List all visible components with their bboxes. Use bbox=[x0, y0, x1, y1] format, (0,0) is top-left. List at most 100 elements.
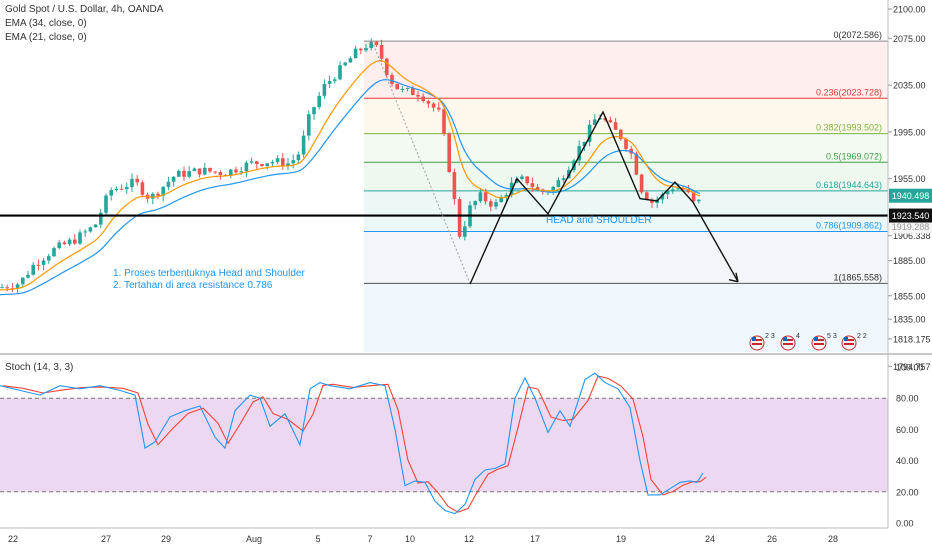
symbol-title: Gold Spot / U.S. Dollar, 4h, OANDA bbox=[5, 4, 164, 15]
x-tick-label: 7 bbox=[367, 534, 372, 544]
candle-body bbox=[218, 172, 223, 175]
candle-body bbox=[364, 48, 368, 51]
y-tick-label: 1906.338 bbox=[893, 231, 931, 241]
candle-body bbox=[234, 169, 238, 173]
candle-body bbox=[166, 181, 171, 187]
candle-body bbox=[619, 129, 623, 139]
candle-body bbox=[395, 83, 399, 90]
stoch-d-line bbox=[2, 375, 707, 513]
candle-body bbox=[270, 162, 275, 164]
event-flag[interactable]: 2 2 bbox=[841, 333, 867, 351]
ema34-legend[interactable]: EMA (34, close, 0) bbox=[5, 18, 87, 29]
head-and-shoulders-path[interactable] bbox=[469, 110, 739, 285]
candle-body bbox=[577, 146, 581, 161]
flag-canton bbox=[783, 337, 787, 341]
stoch-k-line bbox=[0, 372, 704, 515]
candle-body bbox=[437, 107, 441, 110]
candle-body bbox=[608, 120, 613, 123]
x-tick-label: Aug bbox=[246, 534, 262, 544]
candle-body bbox=[260, 164, 264, 167]
candle-body bbox=[421, 96, 425, 102]
flag-stripe bbox=[752, 339, 762, 341]
candle-body bbox=[135, 178, 139, 183]
candle-body bbox=[489, 201, 493, 207]
candle-body bbox=[62, 242, 67, 245]
candle-body bbox=[177, 170, 181, 177]
flag-stripe bbox=[814, 343, 824, 345]
candle-body bbox=[140, 182, 145, 195]
candle-body bbox=[686, 188, 691, 193]
x-tick-label: 17 bbox=[530, 534, 540, 544]
candle-body bbox=[57, 242, 61, 249]
stoch-band bbox=[0, 398, 888, 492]
ema21-legend[interactable]: EMA (21, close, 0) bbox=[5, 32, 87, 43]
candle-body bbox=[603, 118, 607, 121]
support-price-label-bg bbox=[889, 208, 932, 223]
candle-body bbox=[317, 95, 321, 108]
event-flag[interactable]: 5 3 bbox=[811, 333, 837, 351]
flag-canton bbox=[752, 337, 756, 341]
fib-level-label: 0.786(1909.862) bbox=[816, 221, 882, 231]
event-flag[interactable]: 2 3 bbox=[749, 333, 775, 351]
candle-body bbox=[691, 192, 696, 202]
support-price-label: 1923.540 bbox=[892, 211, 930, 221]
candle-body bbox=[697, 199, 701, 202]
x-tick-label: 5 bbox=[315, 534, 320, 544]
candle-body bbox=[561, 178, 566, 181]
candle-body bbox=[130, 178, 134, 188]
candle-body bbox=[411, 88, 415, 96]
candle-body bbox=[119, 188, 124, 190]
event-flag[interactable]: 4 bbox=[780, 333, 800, 351]
event-count: 2 2 bbox=[857, 333, 867, 340]
candle-body bbox=[114, 188, 119, 191]
candle-body bbox=[624, 138, 628, 149]
candle-body bbox=[229, 169, 233, 177]
candle-body bbox=[442, 109, 446, 134]
event-count: 2 3 bbox=[765, 333, 775, 340]
candle-body bbox=[156, 193, 160, 196]
x-tick-label: 26 bbox=[767, 534, 777, 544]
flag-stripe bbox=[752, 343, 762, 345]
flag-canton bbox=[814, 337, 818, 341]
candle-body bbox=[93, 224, 98, 228]
candle-body bbox=[676, 188, 680, 190]
candle-body bbox=[296, 154, 301, 161]
x-tick-label: 28 bbox=[828, 534, 838, 544]
fib-zone bbox=[364, 41, 888, 99]
candle-body bbox=[535, 187, 540, 190]
last-price-label: 1940.498 bbox=[892, 191, 930, 201]
candle-body bbox=[593, 119, 597, 125]
fib-level-label: 0.618(1944.643) bbox=[816, 180, 882, 190]
fib-level-label: 1(1865.558) bbox=[833, 272, 882, 282]
stoch-y-tick-label: 80.00 bbox=[896, 394, 919, 404]
event-count: 5 3 bbox=[827, 333, 837, 340]
note-line-1: 1. Proses terbentuknya Head and Shoulder bbox=[113, 268, 305, 279]
candle-body bbox=[416, 95, 420, 97]
candle-body bbox=[312, 107, 316, 115]
fib-zone bbox=[364, 231, 888, 284]
stoch-y-tick-label: 20.00 bbox=[896, 487, 919, 497]
candle-body bbox=[665, 191, 670, 195]
flag-stripe bbox=[783, 343, 793, 345]
flag-stripe bbox=[814, 339, 824, 341]
candle-body bbox=[660, 194, 665, 200]
candle-body bbox=[192, 168, 197, 172]
candle-body bbox=[15, 284, 20, 289]
candle-body bbox=[281, 158, 285, 167]
stoch-y-tick-label: 40.00 bbox=[896, 456, 919, 466]
flag-canton bbox=[844, 337, 848, 341]
candle-body bbox=[369, 41, 373, 49]
candle-body bbox=[213, 171, 217, 173]
candle-body bbox=[265, 163, 269, 167]
candle-body bbox=[187, 171, 191, 177]
candle-body bbox=[26, 274, 30, 278]
candle-body bbox=[681, 188, 685, 190]
candle-body bbox=[286, 163, 290, 167]
candle-body bbox=[671, 189, 675, 192]
x-tick-label: 27 bbox=[101, 534, 111, 544]
candle-body bbox=[452, 172, 457, 200]
candle-body bbox=[530, 183, 535, 188]
candle-body bbox=[525, 176, 529, 184]
